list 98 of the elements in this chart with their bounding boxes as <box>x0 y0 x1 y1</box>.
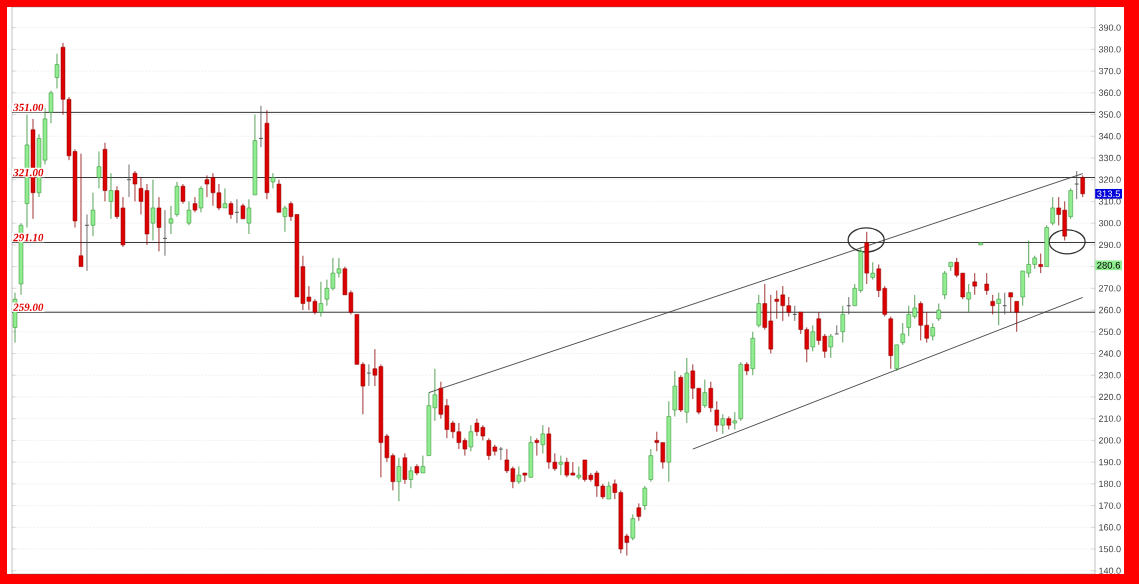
y-tick-label: 370.0 <box>1098 67 1121 75</box>
candlestick <box>498 446 504 461</box>
candlestick <box>846 296 852 315</box>
candlestick <box>1002 292 1008 315</box>
annotation: 313.5 <box>1097 190 1121 198</box>
candlestick <box>192 196 198 213</box>
y-tick-label: 190.0 <box>1099 458 1121 466</box>
candlestick <box>1038 253 1043 274</box>
y-tick-label: 140.0 <box>1099 567 1121 574</box>
y-tick-label: 350.0 <box>1098 111 1121 118</box>
candlestick <box>1080 174 1085 198</box>
y-tick-label: 200.0 <box>1098 437 1121 444</box>
candlestick <box>834 324 840 335</box>
candlestick <box>642 485 648 511</box>
candlestick <box>198 185 204 213</box>
y-tick-label: 300.0 <box>1098 219 1121 227</box>
candlestick <box>84 214 90 272</box>
candlestick <box>468 424 474 452</box>
candlestick <box>366 363 372 387</box>
y-tick-label: 160.0 <box>1099 524 1121 531</box>
candlestick <box>408 466 414 489</box>
candlestick <box>1014 300 1019 333</box>
candlestick <box>156 196 162 252</box>
candlestick <box>1008 292 1013 313</box>
annotation: 280.6 <box>1097 261 1121 269</box>
candlestick <box>972 272 977 296</box>
y-tick-label: 360.0 <box>1098 89 1121 96</box>
candlestick <box>900 322 905 346</box>
candlestick <box>1050 196 1055 226</box>
y-tick-label: 170.0 <box>1099 502 1121 509</box>
candlestick <box>966 283 971 313</box>
candlestick <box>396 457 402 502</box>
candlestick <box>420 455 426 474</box>
y-tick-label: 220.0 <box>1098 393 1121 401</box>
candlestick <box>648 448 654 483</box>
candlestick <box>828 333 833 359</box>
candlestick <box>576 466 582 480</box>
candlestick <box>78 153 84 267</box>
y-tick-label: 260.0 <box>1098 306 1121 314</box>
candlestick <box>672 370 678 417</box>
y-tick-label: 330.0 <box>1098 154 1121 162</box>
candlestick <box>516 466 522 485</box>
candlestick <box>942 270 947 300</box>
candlestick <box>96 151 102 189</box>
candlestick <box>630 513 636 541</box>
candlestick <box>270 172 276 189</box>
y-tick-label: 320.0 <box>1098 176 1121 183</box>
candlestick <box>756 294 762 328</box>
candlestick <box>708 381 714 413</box>
y-tick-label: 340.0 <box>1098 133 1121 140</box>
candlestick <box>180 183 186 204</box>
candlestick <box>162 209 168 257</box>
candlestick <box>990 294 995 315</box>
candlestick <box>792 305 798 322</box>
candlestick <box>318 281 324 317</box>
candlestick <box>108 172 114 220</box>
candlestick <box>522 472 528 483</box>
y-tick-label: 180.0 <box>1099 480 1121 488</box>
candlestick <box>246 198 252 235</box>
y-tick-label: 150.0 <box>1099 545 1121 553</box>
candlestick <box>984 272 989 296</box>
candlestick <box>186 201 192 226</box>
ref-line-label: 321.00 <box>13 168 44 177</box>
candlestick <box>714 400 720 433</box>
candlestick <box>894 344 899 372</box>
candlestick <box>222 187 228 209</box>
candlestick <box>150 179 156 241</box>
candlestick <box>90 192 96 237</box>
candlestick <box>132 170 138 202</box>
candlestick <box>702 379 708 409</box>
y-tick-label: 310.0 <box>1098 198 1121 205</box>
candlestick <box>48 90 54 124</box>
candlestick <box>234 198 240 224</box>
candlestick <box>732 411 738 430</box>
candlestick <box>996 292 1001 326</box>
candlestick <box>558 455 564 476</box>
candlestick <box>54 53 60 89</box>
candlestick <box>258 105 264 148</box>
candlestick <box>810 324 816 352</box>
y-tick-label: 210.0 <box>1098 415 1121 422</box>
y-tick-label: 290.0 <box>1098 241 1121 249</box>
y-tick-label: 230.0 <box>1098 372 1121 379</box>
candlestick <box>534 437 540 456</box>
candlestick <box>282 205 288 233</box>
y-tick-label: 270.0 <box>1098 285 1121 292</box>
y-tick-label: 390.0 <box>1098 24 1121 31</box>
candlestick <box>168 205 174 235</box>
candlestick <box>126 164 132 198</box>
candlestick <box>540 424 546 454</box>
ref-line-label: 259.00 <box>13 303 44 312</box>
ref-line-label: 351.00 <box>13 103 44 112</box>
ref-line-label: 291.10 <box>13 233 44 242</box>
y-tick-label: 380.0 <box>1098 46 1121 53</box>
y-tick-label: 250.0 <box>1098 328 1121 335</box>
candlestick <box>402 453 408 485</box>
y-tick-label: 240.0 <box>1098 350 1121 357</box>
candlestick <box>720 413 726 435</box>
candlestick <box>840 305 845 344</box>
